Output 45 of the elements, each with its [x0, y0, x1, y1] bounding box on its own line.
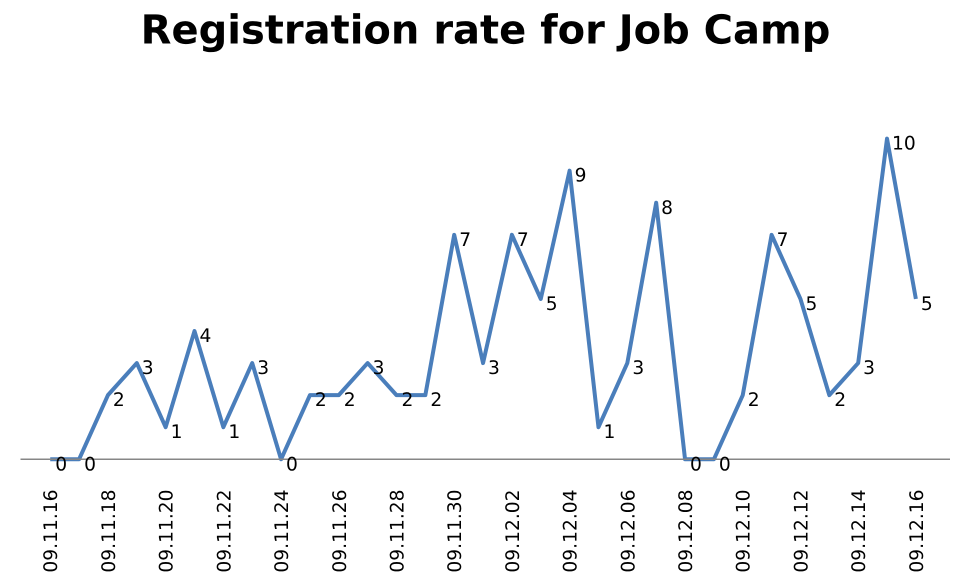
data-label: 2	[112, 390, 125, 412]
x-tick-label: 09.11.22	[214, 489, 236, 573]
x-tick-label: 09.12.08	[676, 489, 698, 573]
data-label: 2	[430, 390, 442, 412]
data-label: 3	[863, 358, 876, 380]
data-label: 0	[286, 454, 298, 476]
data-label: 1	[603, 422, 616, 444]
data-label: 0	[84, 454, 96, 476]
x-tick-label: 09.12.06	[618, 489, 640, 573]
data-label: 2	[834, 390, 846, 412]
x-tick-label: 09.11.24	[272, 489, 294, 573]
x-tick-label: 09.11.26	[330, 489, 351, 573]
data-label: 7	[776, 230, 788, 251]
data-label: 5	[920, 294, 933, 315]
data-label: 2	[748, 390, 760, 412]
x-tick-label: 09.11.28	[387, 489, 408, 573]
x-tick-label: 09.12.14	[849, 489, 870, 573]
x-tick-label: 09.11.16	[41, 489, 62, 573]
x-tick-label: 09.12.04	[560, 489, 582, 573]
data-label: 3	[257, 358, 270, 380]
data-label: 0	[55, 454, 68, 476]
x-tick-label: 09.12.10	[734, 489, 755, 573]
data-label: 8	[661, 198, 674, 219]
data-label: 5	[546, 294, 558, 315]
x-tick-label: 09.11.30	[445, 489, 466, 573]
data-label: 3	[142, 358, 154, 380]
data-label: 10	[892, 134, 916, 155]
chart-title: Registration rate for Job Camp	[140, 8, 830, 54]
data-label: 3	[632, 358, 644, 380]
data-label: 5	[805, 294, 818, 315]
x-tick-label: 09.12.02	[502, 489, 524, 573]
x-tick-label: 09.12.12	[791, 489, 812, 573]
data-label: 1	[170, 422, 183, 444]
data-label: 0	[718, 454, 731, 476]
data-label: 0	[690, 454, 702, 476]
data-label: 7	[459, 230, 472, 251]
data-label: 4	[199, 326, 212, 348]
x-tick-label: 09.12.16	[906, 489, 928, 573]
data-label: 9	[574, 166, 586, 187]
data-label: 1	[228, 422, 240, 444]
x-tick-label: 09.11.18	[98, 489, 120, 573]
x-tick-label: 09.11.20	[156, 489, 178, 573]
data-label: 7	[516, 230, 529, 251]
data-label: 2	[344, 390, 356, 412]
data-label: 3	[488, 358, 500, 380]
